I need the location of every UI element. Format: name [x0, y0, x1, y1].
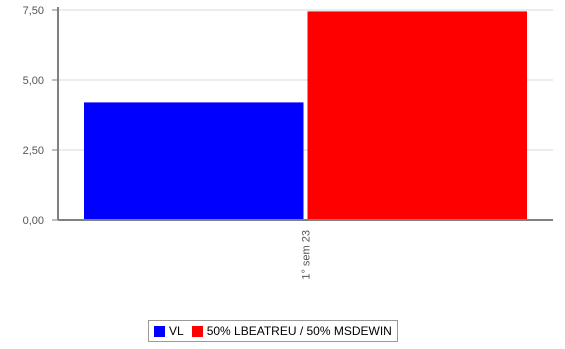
- legend-label-vl: VL: [169, 324, 184, 338]
- bar-lbeatreu-msdewin: [307, 11, 527, 221]
- legend-swatch-lbeatreu-msdewin: [191, 325, 203, 337]
- legend-item-vl: VL: [154, 324, 184, 338]
- y-tick-label: 2,50: [23, 145, 44, 157]
- bar-chart: 0,00 2,50 5,00 7,50 1° sem 23: [23, 5, 553, 280]
- x-tick-label: 1° sem 23: [301, 230, 313, 280]
- y-tick-label: 5,00: [23, 75, 44, 87]
- labels-layer: 0,00 2,50 5,00 7,50 1° sem 23: [23, 5, 313, 280]
- legend-item-lbeatreu-msdewin: 50% LBEATREU / 50% MSDEWIN: [191, 324, 392, 338]
- bar-vl: [84, 102, 304, 220]
- legend-swatch-vl: [154, 325, 165, 337]
- axis-layer: [52, 7, 553, 221]
- bars-layer: [84, 11, 527, 221]
- y-tick-label: 7,50: [23, 5, 44, 17]
- chart-legend: VL 50% LBEATREU / 50% MSDEWIN: [148, 320, 398, 342]
- legend-label-lbeatreu-msdewin: 50% LBEATREU / 50% MSDEWIN: [206, 324, 392, 338]
- y-tick-label: 0,00: [23, 215, 44, 227]
